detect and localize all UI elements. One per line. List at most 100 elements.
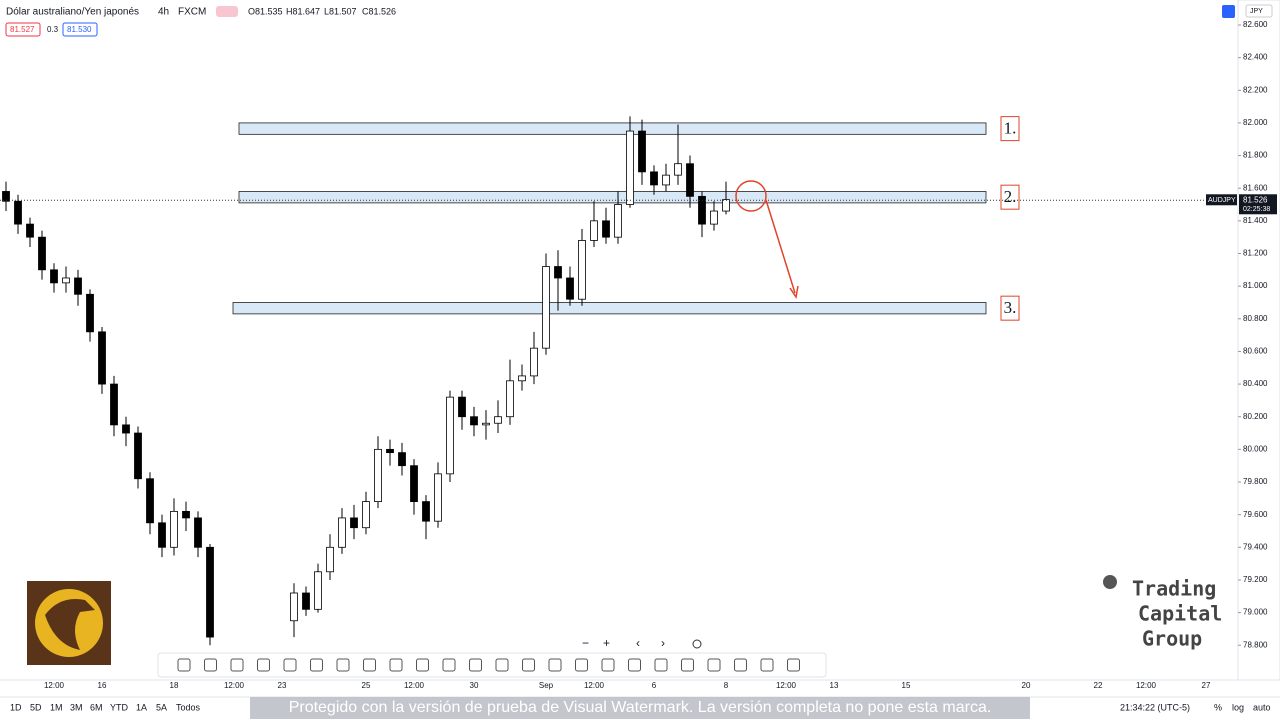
x-tick-label: 12:00 xyxy=(224,681,245,690)
y-tick-label: 80.400 xyxy=(1243,379,1268,388)
drawing-tool[interactable] xyxy=(787,658,800,672)
drawing-tool[interactable] xyxy=(204,658,217,672)
drawing-tool[interactable] xyxy=(416,658,429,672)
ohlc-close: C81.526 xyxy=(362,6,396,16)
candle-body xyxy=(2,191,10,202)
drawing-tool[interactable] xyxy=(389,658,403,672)
scale-option[interactable]: % xyxy=(1214,702,1222,712)
drawing-tool[interactable] xyxy=(707,658,721,672)
drawing-tool[interactable] xyxy=(442,658,456,672)
tcg-icon xyxy=(1103,575,1117,589)
price-axis xyxy=(1237,0,1280,681)
range-button[interactable]: Todos xyxy=(176,702,201,712)
candle-body xyxy=(374,448,382,502)
drawing-tool[interactable] xyxy=(257,658,270,672)
candle-body xyxy=(326,546,334,573)
candle-body xyxy=(638,130,646,173)
candle-body xyxy=(122,424,130,434)
x-tick-label: 27 xyxy=(1202,681,1211,690)
y-tick-label: 78.800 xyxy=(1243,640,1268,649)
drawing-tool[interactable] xyxy=(760,658,774,672)
zone-label-box xyxy=(1000,116,1020,142)
drawing-tool[interactable] xyxy=(283,658,297,672)
range-button[interactable]: 1A xyxy=(136,702,147,712)
scroll-left[interactable]: ‹ xyxy=(636,636,640,650)
candle-body xyxy=(626,130,634,205)
zone-label-box xyxy=(1000,295,1020,321)
drawing-tool[interactable] xyxy=(469,658,482,672)
candle-body xyxy=(98,331,106,385)
y-tick-label: 82.400 xyxy=(1243,53,1268,62)
range-button[interactable]: 3M xyxy=(70,702,83,712)
candle-body xyxy=(182,510,190,519)
x-tick-label: Sep xyxy=(539,681,554,690)
y-tick-label: 80.800 xyxy=(1243,314,1268,323)
range-button[interactable]: 5A xyxy=(156,702,167,712)
range-button[interactable]: 1D xyxy=(10,702,22,712)
candle-body xyxy=(722,199,730,212)
drawing-tool[interactable] xyxy=(495,658,509,672)
candle-body xyxy=(194,517,202,548)
scale-option[interactable]: auto xyxy=(1253,702,1271,712)
candle-body xyxy=(14,200,22,225)
drawing-tool[interactable] xyxy=(363,658,376,672)
drawing-toolbar xyxy=(157,652,827,678)
buy-button[interactable] xyxy=(62,22,98,37)
candle-body xyxy=(578,240,586,300)
drawing-tool[interactable] xyxy=(734,658,747,672)
symbol-tag-box xyxy=(1206,194,1237,206)
candle-body xyxy=(686,163,694,197)
range-button[interactable]: 6M xyxy=(90,702,103,712)
candle-body xyxy=(206,546,214,638)
y-tick-label: 79.400 xyxy=(1243,542,1268,551)
zone-label-box xyxy=(1000,184,1020,210)
x-tick-label: 15 xyxy=(902,681,911,690)
candle-body xyxy=(146,478,154,524)
y-tick-label: 81.800 xyxy=(1243,151,1268,160)
drawing-tool[interactable] xyxy=(522,658,535,672)
market-status[interactable] xyxy=(216,6,238,17)
currency-button[interactable] xyxy=(1245,4,1273,18)
zoom-in[interactable]: + xyxy=(603,636,610,650)
candle-body xyxy=(38,236,46,271)
reset-button[interactable] xyxy=(692,639,702,649)
candle-body xyxy=(50,269,58,284)
x-tick-label: 13 xyxy=(830,681,839,690)
range-button[interactable]: YTD xyxy=(110,702,129,712)
drawing-tool[interactable] xyxy=(681,658,694,672)
drawing-tool[interactable] xyxy=(601,658,615,672)
x-tick-label: 12:00 xyxy=(404,681,425,690)
drawing-tool[interactable] xyxy=(575,658,588,672)
candle-body xyxy=(566,277,574,300)
drawing-tool[interactable] xyxy=(628,658,641,672)
drawing-tool[interactable] xyxy=(230,658,244,672)
interval: 4h xyxy=(158,7,169,18)
zoom-out[interactable]: − xyxy=(582,636,589,650)
drawing-tool[interactable] xyxy=(310,658,323,672)
eagle-logo-head xyxy=(45,599,95,650)
sell-button[interactable] xyxy=(5,22,41,37)
clock: 21:34:22 (UTC-5) xyxy=(1120,702,1190,712)
x-tick-label: 23 xyxy=(278,681,287,690)
range-button[interactable]: 1M xyxy=(50,702,63,712)
y-tick-label: 82.000 xyxy=(1243,118,1268,127)
scale-option[interactable]: log xyxy=(1232,702,1244,712)
candle-body xyxy=(530,347,538,377)
drawing-tool[interactable] xyxy=(336,658,350,672)
drawing-tool[interactable] xyxy=(654,658,668,672)
x-tick-label: 22 xyxy=(1094,681,1103,690)
scroll-right[interactable]: › xyxy=(661,636,665,650)
range-button[interactable]: 5D xyxy=(30,702,42,712)
symbol: Dólar australiano/Yen japonés xyxy=(6,7,139,18)
watermark: Protegido con la versión de prueba de Vi… xyxy=(289,699,992,716)
drawing-tool[interactable] xyxy=(548,658,562,672)
candle-body xyxy=(518,375,526,382)
candle-body xyxy=(134,432,142,480)
y-tick-label: 81.600 xyxy=(1243,183,1268,192)
y-tick-label: 81.200 xyxy=(1243,249,1268,258)
exchange: FXCM xyxy=(178,7,206,18)
settings-button[interactable] xyxy=(1222,5,1235,18)
ask: 81.530 xyxy=(67,25,92,34)
drawing-tool[interactable] xyxy=(177,658,191,672)
